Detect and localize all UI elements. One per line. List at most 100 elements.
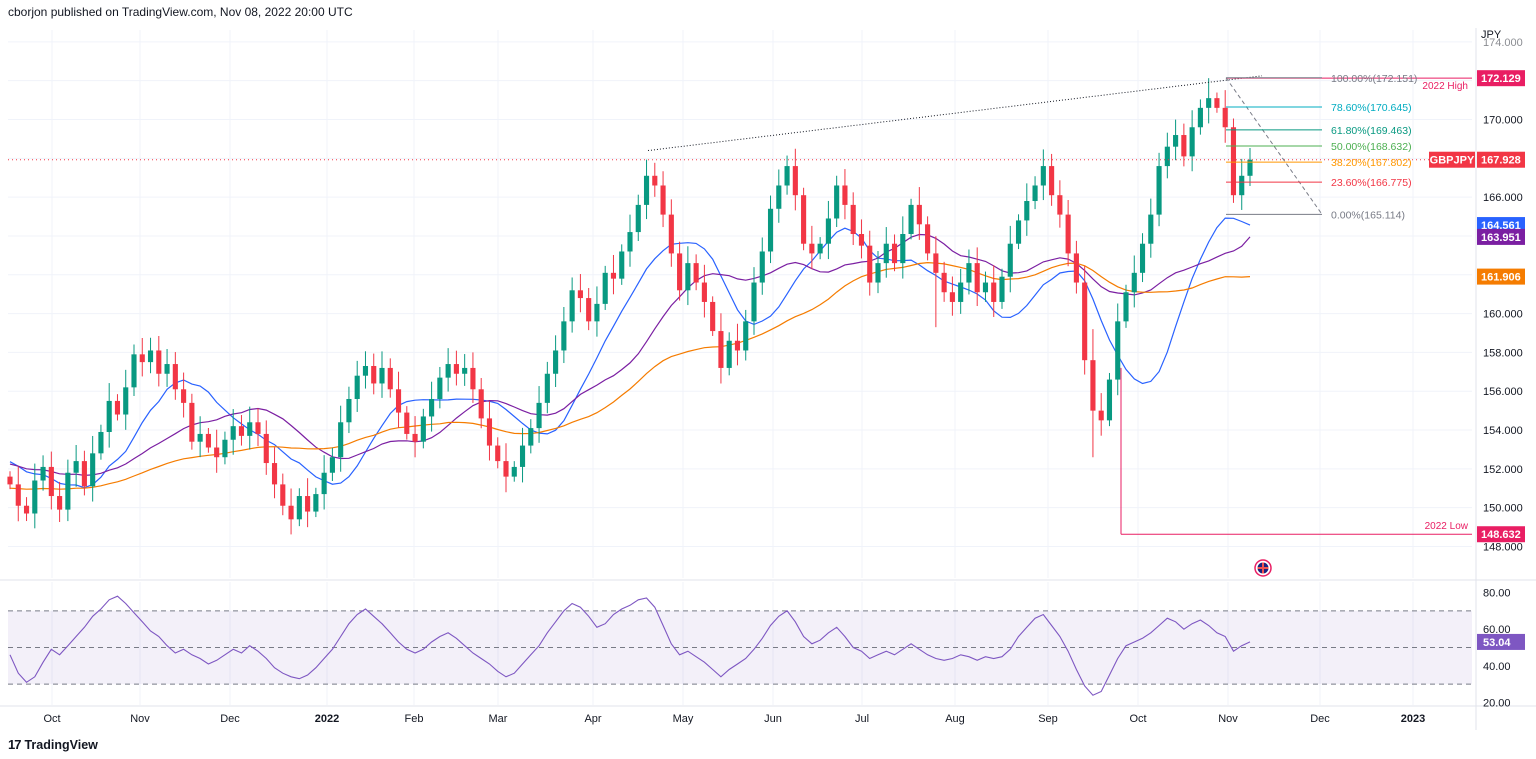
candle-body — [23, 505, 30, 514]
candle-body — [792, 166, 798, 196]
fib-level-label: 38.20%(167.802) — [1331, 157, 1412, 169]
price-tag — [1477, 228, 1525, 245]
candle-body — [123, 387, 129, 415]
moving-average-line — [9, 217, 1251, 489]
price-tag — [1477, 268, 1525, 285]
candle-body — [32, 480, 38, 514]
price-tag-label: 163.951 — [1481, 232, 1521, 244]
candle-body — [1148, 214, 1154, 244]
candle-body — [65, 472, 71, 510]
candle-body — [801, 195, 807, 244]
candle-body — [561, 321, 567, 351]
candle-body — [1065, 214, 1071, 254]
candle-body — [759, 251, 765, 283]
candle-body — [958, 282, 964, 302]
candle-body — [544, 373, 550, 403]
candle-body — [181, 389, 187, 403]
candle-body — [1230, 127, 1237, 196]
candle-body — [247, 422, 253, 436]
candle-body — [767, 208, 774, 252]
candle-body — [1164, 146, 1170, 167]
candle-body — [858, 234, 865, 246]
candle-body — [1073, 253, 1079, 283]
candle-body — [586, 298, 592, 322]
fib-level-label: 0.00%(165.114) — [1331, 209, 1405, 221]
price-tag — [1477, 70, 1525, 87]
rsi-pane — [8, 595, 1472, 696]
candle-body — [916, 204, 922, 225]
candle-body — [1115, 321, 1121, 380]
price-tag-label: 148.632 — [1481, 529, 1521, 541]
candle-body — [1007, 243, 1013, 277]
candle-body — [172, 364, 178, 390]
candle-body — [891, 243, 898, 264]
x-tick-label: Nov — [130, 713, 150, 725]
candle-body — [156, 350, 162, 374]
candle-body — [569, 290, 575, 322]
candle-body — [7, 476, 13, 485]
candle-body — [825, 218, 831, 244]
candle-body — [677, 253, 683, 291]
candle-body — [1222, 107, 1228, 128]
grid-lines — [0, 28, 1536, 730]
candle-body — [313, 494, 319, 512]
candle-body — [379, 367, 385, 384]
x-tick-label: Dec — [220, 713, 240, 725]
y-tick-label: 154.000 — [1483, 425, 1523, 437]
candle-body — [495, 445, 501, 462]
candle-body — [255, 422, 261, 434]
candle-body — [867, 245, 873, 283]
candle-body — [536, 402, 542, 429]
fib-level-label: 50.00%(168.632) — [1331, 141, 1412, 153]
publisher-caption: cborjon published on TradingView.com, No… — [8, 5, 353, 19]
candle-body — [635, 204, 641, 233]
candle-body — [577, 290, 583, 299]
candle-body — [387, 367, 393, 390]
currency-label: JPY — [1481, 29, 1502, 41]
candle-body — [1214, 98, 1220, 108]
rsi-tick-label: 60.00 — [1483, 624, 1511, 636]
candle-body — [404, 412, 410, 434]
candle-body — [1247, 159, 1253, 176]
candle-body — [751, 282, 757, 322]
fibonacci-retracement[interactable]: 100.00%(172.151) 78.60%(170.645) 61.80%(16… — [1225, 73, 1417, 222]
high-annotation: 2022 High — [1422, 81, 1468, 92]
candle-body — [1040, 166, 1046, 186]
candle-body — [147, 350, 154, 363]
price-tag — [1477, 526, 1525, 543]
x-tick-label: Jun — [764, 713, 782, 725]
rsi-value-label: 53.04 — [1483, 637, 1511, 649]
candle-body — [346, 398, 352, 423]
candle-body — [809, 243, 815, 254]
candle-body — [602, 272, 608, 304]
tradingview-logo[interactable]: 17 TradingView — [8, 737, 98, 752]
candle-body — [503, 461, 509, 477]
candle-body — [48, 466, 54, 497]
uk-flag-icon — [1254, 559, 1272, 577]
tradingview-logo-icon: 17 — [8, 737, 22, 752]
candle-body — [81, 461, 87, 487]
candle-body — [594, 303, 600, 322]
candle-body — [743, 321, 749, 351]
candle-body — [1181, 135, 1187, 157]
drawing-overlays: 2022 High 2022 Low — [8, 75, 1472, 577]
fib-level-label: 78.60%(170.645) — [1331, 102, 1412, 114]
x-tick-label: Oct — [1129, 713, 1146, 725]
candle-body — [900, 234, 906, 264]
candle-body — [395, 389, 402, 413]
x-tick-label: Jul — [855, 713, 869, 725]
candle-body — [1090, 360, 1096, 411]
candle-body — [999, 276, 1005, 302]
candle-body — [784, 166, 790, 186]
candle-body — [949, 292, 955, 302]
x-tick-label: Oct — [43, 713, 60, 725]
y-tick-label: 170.000 — [1483, 115, 1523, 127]
candle-body — [114, 400, 121, 415]
candle-body — [470, 367, 476, 390]
candle-body — [1139, 243, 1146, 273]
candle-body — [974, 263, 980, 293]
candle-body — [875, 263, 881, 283]
candle-body — [710, 301, 716, 332]
